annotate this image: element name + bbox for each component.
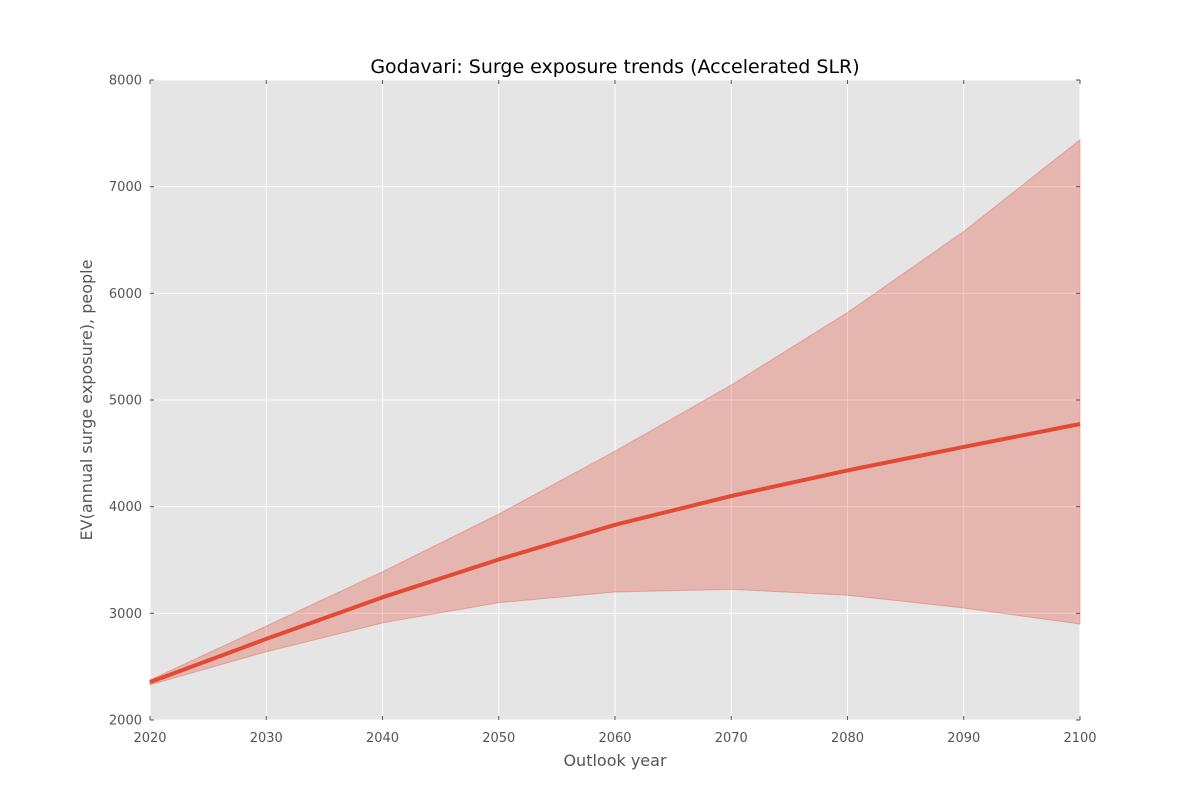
y-tick-label: 2000 — [109, 714, 142, 729]
chart-title: Godavari: Surge exposure trends (Acceler… — [370, 56, 859, 78]
x-tick-label: 2070 — [715, 731, 748, 746]
y-axis-label: EV(annual surge exposure), people — [77, 260, 96, 541]
x-tick-label: 2090 — [947, 731, 980, 746]
x-tick-label: 2060 — [598, 731, 631, 746]
uncertainty-bands — [149, 138, 1081, 686]
y-tick-label: 3000 — [109, 607, 142, 622]
series-lines — [149, 422, 1081, 685]
axis-ticks: 2020 2030 2040 2050 2060 2070 2080 2090 2100 2000… — [109, 74, 1097, 747]
x-tick-label: 2020 — [133, 731, 166, 746]
x-tick-label: 2040 — [366, 731, 399, 746]
y-tick-label: 4000 — [109, 500, 142, 515]
y-tick-label: 6000 — [109, 287, 142, 302]
x-tick-label: 2030 — [250, 731, 283, 746]
y-tick-label: 5000 — [109, 394, 142, 409]
x-tick-label: 2100 — [1063, 731, 1096, 746]
y-tick-label: 7000 — [109, 180, 142, 195]
x-axis-label: Outlook year — [563, 751, 667, 770]
x-tick-label: 2080 — [831, 731, 864, 746]
x-tick-label: 2050 — [482, 731, 515, 746]
uncertainty-band — [149, 138, 1081, 686]
y-tick-label: 8000 — [109, 74, 142, 89]
series-line — [149, 422, 1081, 685]
